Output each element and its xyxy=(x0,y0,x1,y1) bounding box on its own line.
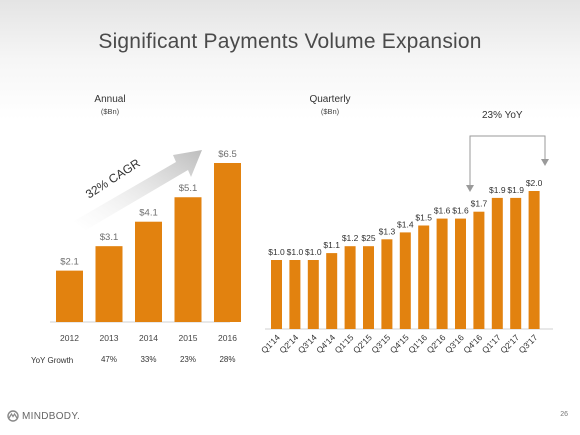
cagr-arrow xyxy=(74,150,202,230)
annual-bar-2016 xyxy=(214,163,241,322)
yoy-bracket-arrow-left xyxy=(466,185,474,192)
quarterly-value-label: $1.0 xyxy=(305,247,322,257)
quarterly-category-label: Q1'17 xyxy=(480,332,503,355)
quarterly-category-label: Q1'16 xyxy=(406,332,429,355)
quarterly-value-label: $1.7 xyxy=(471,199,488,209)
annual-chart-title: Annual xyxy=(94,94,126,105)
mindbody-logo-text: MINDBODY. xyxy=(22,410,81,422)
quarterly-value-label: $1.0 xyxy=(287,247,304,257)
quarterly-category-label: Q1'14 xyxy=(259,332,282,355)
annual-growth-label: 28% xyxy=(219,355,235,364)
annual-category-label: 2016 xyxy=(218,333,237,343)
quarterly-value-label: $2.0 xyxy=(526,178,543,188)
quarterly-bar xyxy=(510,197,522,329)
quarterly-bar xyxy=(326,253,338,329)
quarterly-category-label: Q3'15 xyxy=(369,332,392,355)
quarterly-category-label: Q2'16 xyxy=(425,332,448,355)
quarterly-chart-title: Quarterly xyxy=(309,94,351,105)
quarterly-yoy-annotation: 23% YoY xyxy=(482,110,523,121)
quarterly-bars: $1.0 Q1'14 $1.0 Q2'14 $1.0 Q3'14 $1.1 Q4'14 $1.2… xyxy=(259,178,543,355)
annual-bar-2014 xyxy=(135,221,162,322)
annual-growth-label: 47% xyxy=(101,355,117,364)
mindbody-logo-icon xyxy=(7,410,19,422)
quarterly-bar xyxy=(455,218,466,329)
quarterly-bar xyxy=(307,260,319,329)
mindbody-logo: MINDBODY. xyxy=(6,410,80,422)
quarterly-category-label: Q4'16 xyxy=(461,332,484,355)
quarterly-bar xyxy=(491,197,503,329)
page-number: 26 xyxy=(560,411,568,418)
quarterly-category-label: Q3'16 xyxy=(443,332,466,355)
quarterly-bar xyxy=(418,225,430,329)
quarterly-category-label: Q2'15 xyxy=(351,332,374,355)
quarterly-bar xyxy=(289,260,301,329)
quarterly-category-label: Q2'17 xyxy=(498,332,521,355)
annual-bar-2015 xyxy=(174,197,202,322)
quarterly-bar xyxy=(436,218,448,329)
quarterly-category-label: Q3'14 xyxy=(296,332,319,355)
quarterly-value-label: $1.6 xyxy=(434,206,451,216)
annual-category-label: 2014 xyxy=(139,333,158,343)
quarterly-value-label: $1.9 xyxy=(507,185,524,195)
quarterly-bar xyxy=(363,246,374,329)
quarterly-category-label: Q4'15 xyxy=(388,332,411,355)
quarterly-category-label: Q2'14 xyxy=(277,332,300,355)
quarterly-category-label: Q1'15 xyxy=(333,332,356,355)
quarterly-chart-subtitle: ($Bn) xyxy=(320,107,340,116)
annual-category-label: 2013 xyxy=(100,333,119,343)
quarterly-category-label: Q3'17 xyxy=(517,332,540,355)
quarterly-bar xyxy=(399,232,411,329)
quarterly-value-label: $1.2 xyxy=(342,233,359,243)
annual-bars: $2.1 2012 $3.1 2013 $4.1 2014 $5.1 2015 $6.5 2016… xyxy=(56,149,241,364)
annual-value-label: $6.5 xyxy=(218,149,237,160)
slide-title: Significant Payments Volume Expansion xyxy=(98,30,482,53)
quarterly-value-label: $1.3 xyxy=(379,226,396,236)
annual-category-label: 2015 xyxy=(179,333,198,343)
quarterly-value-label: $1.4 xyxy=(397,219,414,229)
yoy-bracket-arrow-right xyxy=(541,159,549,166)
quarterly-value-label: $1.9 xyxy=(489,185,506,195)
annual-bar-2012 xyxy=(56,270,83,322)
quarterly-bar xyxy=(381,239,393,329)
annual-value-label: $2.1 xyxy=(60,257,79,268)
quarterly-bar xyxy=(473,211,485,329)
quarterly-value-label: $1.1 xyxy=(323,240,340,250)
annual-bar-2013 xyxy=(95,246,123,322)
yoy-growth-row-label: YoY Growth xyxy=(31,356,74,365)
quarterly-bar xyxy=(271,260,282,329)
quarterly-value-label: $1.5 xyxy=(415,213,432,223)
annual-value-label: $5.1 xyxy=(179,183,198,194)
quarterly-value-label: $1.0 xyxy=(268,247,285,257)
annual-growth-label: 23% xyxy=(180,355,196,364)
annual-chart-subtitle: ($Bn) xyxy=(100,107,120,116)
quarterly-value-label: $25 xyxy=(361,233,375,243)
annual-category-label: 2012 xyxy=(60,333,79,343)
quarterly-bar xyxy=(344,246,356,329)
annual-value-label: $3.1 xyxy=(100,232,119,243)
yoy-bracket xyxy=(469,135,546,185)
annual-growth-label: 33% xyxy=(140,355,156,364)
quarterly-bar xyxy=(528,191,540,329)
quarterly-category-label: Q4'14 xyxy=(314,332,337,355)
annual-value-label: $4.1 xyxy=(139,208,158,219)
quarterly-value-label: $1.6 xyxy=(452,206,469,216)
